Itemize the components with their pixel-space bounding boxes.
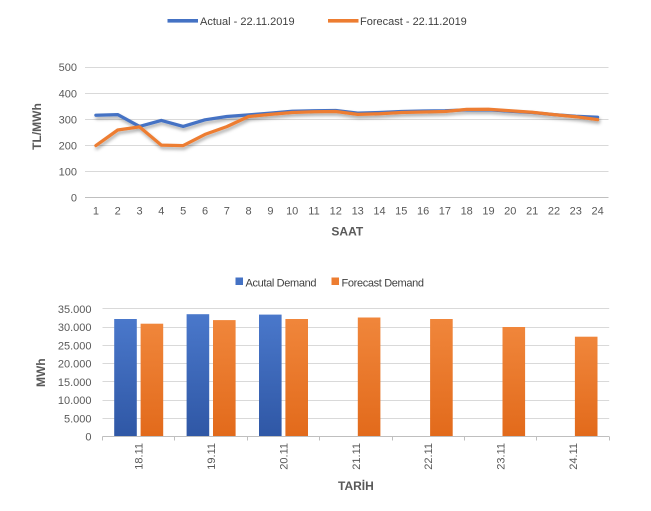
- svg-text:25.000: 25.000: [58, 340, 92, 352]
- svg-text:9: 9: [267, 206, 273, 218]
- svg-text:20: 20: [504, 206, 516, 218]
- svg-text:7: 7: [224, 206, 230, 218]
- svg-text:15.000: 15.000: [58, 377, 92, 389]
- svg-text:20.11: 20.11: [279, 443, 291, 470]
- svg-text:300: 300: [59, 114, 77, 126]
- svg-text:13: 13: [352, 206, 364, 218]
- svg-text:5: 5: [180, 206, 186, 218]
- svg-text:Actual - 22.11.2019: Actual - 22.11.2019: [200, 16, 295, 28]
- svg-text:1: 1: [93, 206, 99, 218]
- svg-text:10: 10: [286, 206, 298, 218]
- svg-text:35.000: 35.000: [58, 304, 92, 316]
- svg-text:21: 21: [526, 206, 538, 218]
- svg-text:14: 14: [373, 206, 385, 218]
- svg-text:5.000: 5.000: [64, 413, 92, 425]
- svg-text:TL/MWh: TL/MWh: [30, 103, 44, 150]
- svg-text:15: 15: [395, 206, 407, 218]
- svg-text:24: 24: [591, 206, 603, 218]
- svg-text:200: 200: [59, 140, 77, 152]
- svg-text:Acutal Demand: Acutal Demand: [246, 278, 317, 290]
- svg-text:100: 100: [59, 166, 77, 178]
- svg-text:500: 500: [59, 62, 77, 74]
- svg-text:6: 6: [202, 206, 208, 218]
- svg-text:22: 22: [548, 206, 560, 218]
- svg-text:18: 18: [461, 206, 473, 218]
- svg-text:12: 12: [330, 206, 342, 218]
- svg-text:Forecast Demand: Forecast Demand: [342, 278, 424, 290]
- svg-text:0: 0: [71, 193, 77, 205]
- svg-text:2: 2: [115, 206, 121, 218]
- svg-text:Forecast - 22.11.2019: Forecast - 22.11.2019: [360, 16, 467, 28]
- svg-text:20.000: 20.000: [58, 359, 92, 371]
- svg-text:10.000: 10.000: [58, 395, 92, 407]
- svg-text:4: 4: [158, 206, 164, 218]
- svg-text:17: 17: [439, 206, 451, 218]
- svg-text:19.11: 19.11: [206, 443, 218, 470]
- svg-text:18.11: 18.11: [134, 443, 146, 470]
- svg-text:0: 0: [85, 432, 91, 444]
- svg-text:24.11: 24.11: [568, 443, 580, 470]
- svg-text:8: 8: [246, 206, 252, 218]
- svg-text:22.11: 22.11: [423, 443, 435, 470]
- svg-text:3: 3: [136, 206, 142, 218]
- svg-text:23: 23: [570, 206, 582, 218]
- svg-text:30.000: 30.000: [58, 322, 92, 334]
- svg-text:SAAT: SAAT: [331, 225, 363, 239]
- svg-text:400: 400: [59, 88, 77, 100]
- svg-text:TARİH: TARİH: [338, 478, 374, 493]
- svg-text:11: 11: [308, 206, 319, 218]
- svg-text:16: 16: [417, 206, 429, 218]
- svg-text:21.11: 21.11: [351, 443, 363, 470]
- svg-text:MWh: MWh: [34, 358, 48, 387]
- svg-text:23.11: 23.11: [496, 443, 508, 470]
- svg-text:19: 19: [482, 206, 494, 218]
